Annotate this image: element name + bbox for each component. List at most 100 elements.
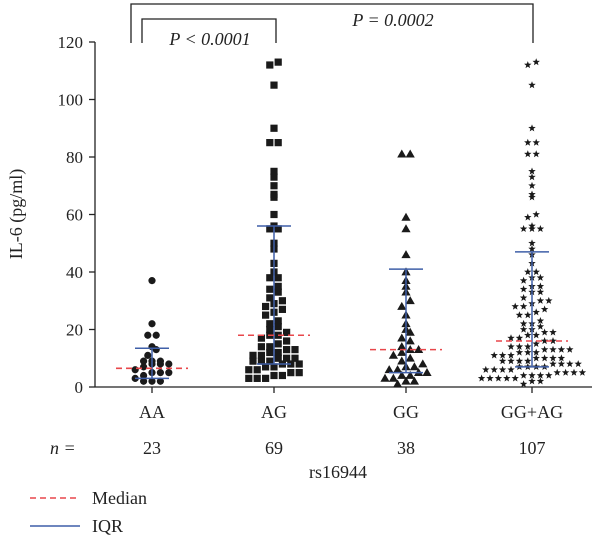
data-point bbox=[409, 362, 419, 371]
data-point bbox=[266, 294, 274, 302]
n-value: 107 bbox=[519, 438, 546, 458]
data-point bbox=[165, 360, 173, 368]
data-point bbox=[528, 173, 536, 181]
data-point bbox=[515, 334, 524, 342]
data-point bbox=[270, 182, 278, 190]
data-point bbox=[283, 328, 291, 336]
data-point bbox=[274, 354, 282, 362]
data-point bbox=[274, 288, 282, 296]
data-point bbox=[532, 58, 540, 66]
data-point bbox=[536, 288, 545, 296]
data-point bbox=[148, 277, 156, 285]
y-axis: 0 20 40 60 80 100 120 bbox=[58, 33, 96, 397]
comparison-brackets: P < 0.0001 P = 0.0002 bbox=[130, 3, 534, 49]
data-point bbox=[549, 360, 557, 368]
data-point bbox=[536, 316, 545, 325]
data-point bbox=[515, 357, 524, 365]
data-point bbox=[570, 368, 578, 376]
data-point bbox=[278, 371, 286, 380]
data-point bbox=[144, 351, 152, 359]
data-point bbox=[519, 302, 528, 310]
data-point bbox=[536, 322, 545, 330]
data-point bbox=[532, 331, 540, 339]
data-point bbox=[397, 370, 407, 379]
legend-iqr-label: IQR bbox=[92, 516, 123, 536]
data-point bbox=[274, 323, 282, 331]
data-point bbox=[257, 351, 265, 359]
data-point bbox=[401, 250, 411, 259]
data-point bbox=[257, 334, 265, 342]
data-point bbox=[274, 340, 282, 348]
data-point bbox=[477, 374, 486, 382]
data-point bbox=[405, 149, 415, 158]
data-point bbox=[536, 224, 545, 233]
n-value: 23 bbox=[143, 438, 161, 458]
data-point bbox=[519, 380, 528, 388]
data-point bbox=[515, 348, 524, 356]
data-point bbox=[274, 348, 282, 357]
data-point bbox=[524, 268, 532, 276]
data-point bbox=[532, 354, 540, 362]
data-point bbox=[507, 365, 515, 373]
data-point bbox=[528, 245, 536, 253]
data-point bbox=[380, 373, 390, 382]
data-point bbox=[287, 369, 295, 377]
data-point bbox=[566, 360, 574, 368]
data-point bbox=[549, 337, 557, 345]
data-point bbox=[524, 150, 532, 158]
data-point bbox=[536, 296, 545, 304]
data-point bbox=[490, 351, 498, 359]
data-point bbox=[257, 357, 265, 365]
data-point bbox=[262, 374, 270, 382]
data-point bbox=[140, 357, 148, 365]
data-point bbox=[549, 345, 557, 353]
x-tick-label: AA bbox=[139, 402, 165, 422]
data-point bbox=[397, 356, 407, 365]
data-point bbox=[557, 345, 566, 353]
data-point bbox=[140, 363, 148, 371]
data-point bbox=[144, 331, 152, 339]
data-point bbox=[262, 302, 270, 311]
p-value-aa-ag: P < 0.0001 bbox=[168, 29, 250, 49]
data-point bbox=[165, 369, 173, 377]
data-points bbox=[131, 58, 587, 388]
x-axis: AA AG GG GG+AG bbox=[95, 386, 592, 422]
data-point bbox=[536, 377, 545, 385]
data-point bbox=[507, 351, 515, 359]
data-point bbox=[511, 374, 519, 382]
data-point bbox=[405, 336, 415, 345]
data-point bbox=[397, 149, 407, 158]
data-point bbox=[266, 348, 274, 357]
n-value: 38 bbox=[397, 438, 415, 458]
data-point bbox=[553, 368, 561, 376]
data-point bbox=[266, 61, 274, 69]
data-point bbox=[266, 274, 274, 282]
data-point bbox=[528, 181, 536, 189]
data-point bbox=[148, 320, 156, 328]
data-point bbox=[388, 373, 398, 382]
data-point bbox=[262, 311, 270, 319]
y-tick-label: 120 bbox=[58, 33, 84, 52]
data-point bbox=[388, 350, 398, 359]
y-tick-label: 20 bbox=[66, 321, 83, 340]
data-point bbox=[409, 376, 419, 385]
data-point bbox=[524, 213, 532, 221]
data-point bbox=[291, 346, 299, 354]
data-point bbox=[249, 357, 257, 365]
data-point bbox=[528, 377, 536, 385]
data-point bbox=[283, 337, 291, 345]
data-point bbox=[536, 273, 545, 281]
data-point bbox=[397, 347, 407, 356]
data-point bbox=[295, 369, 303, 377]
data-point bbox=[249, 351, 257, 359]
data-point bbox=[140, 371, 148, 380]
data-point bbox=[507, 342, 515, 350]
data-point bbox=[524, 342, 532, 350]
data-point bbox=[266, 320, 274, 328]
data-point bbox=[482, 365, 490, 373]
data-point bbox=[266, 285, 274, 293]
data-point bbox=[401, 224, 411, 233]
bracket-aa-ag bbox=[141, 18, 277, 43]
data-point bbox=[561, 368, 570, 376]
data-point bbox=[274, 317, 282, 325]
